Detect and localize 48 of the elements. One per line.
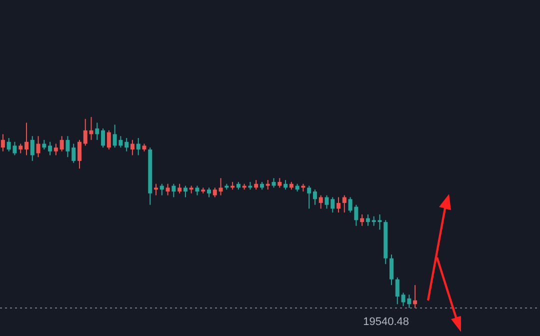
candlestick — [101, 128, 106, 148]
candlestick — [212, 187, 217, 198]
text: 19540.48 — [363, 316, 410, 328]
candlestick — [307, 185, 312, 210]
candlestick — [77, 139, 82, 170]
candlestick — [106, 130, 111, 150]
candlestick — [89, 116, 94, 140]
candlestick — [390, 254, 394, 286]
candlestick — [318, 194, 323, 210]
candlestick — [136, 138, 140, 156]
candlestick — [183, 185, 188, 198]
candlestick — [154, 183, 158, 196]
candlestick — [278, 178, 282, 188]
candlestick — [0, 134, 5, 152]
candlestick — [195, 185, 200, 196]
candlestick — [272, 178, 276, 188]
candlestick — [324, 194, 329, 210]
candlestick — [60, 136, 64, 152]
candlestick — [30, 136, 34, 162]
candlestick — [72, 143, 76, 164]
candlestick — [24, 122, 28, 156]
candlestick — [66, 136, 70, 158]
candlestick — [312, 189, 317, 206]
candlestick — [124, 138, 129, 152]
candlestick — [42, 139, 46, 150]
candlestick — [178, 183, 182, 194]
candlestick — [130, 139, 134, 156]
candlestick — [54, 143, 58, 156]
candlestick — [172, 183, 176, 198]
candlestick — [366, 214, 370, 226]
candlestick — [360, 214, 364, 226]
candlestick — [413, 284, 418, 308]
candlestick — [336, 196, 341, 213]
candlestick — [395, 276, 400, 305]
candlestick — [284, 180, 288, 190]
candlestick — [330, 196, 335, 213]
candlestick — [48, 141, 52, 156]
candlestick — [166, 183, 170, 196]
candlestick — [36, 136, 40, 158]
candlestick — [18, 143, 23, 154]
candlestick — [266, 180, 270, 190]
candlestick — [160, 183, 164, 196]
candlestick — [207, 187, 211, 198]
candlestick — [83, 118, 88, 146]
candlestick — [254, 180, 258, 190]
candlestick — [95, 122, 100, 140]
candlestick — [218, 178, 223, 196]
candlestick — [342, 194, 346, 213]
